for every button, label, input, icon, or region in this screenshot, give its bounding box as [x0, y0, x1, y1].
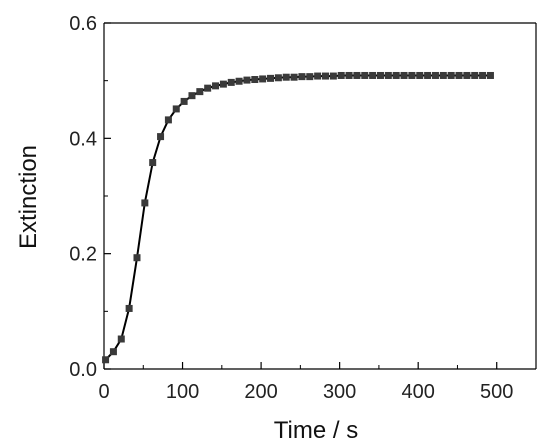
x-axis-label: Time / s: [274, 417, 358, 444]
data-point: [329, 72, 337, 80]
data-point: [125, 304, 133, 312]
data-point: [486, 71, 494, 79]
data-point: [157, 133, 165, 141]
data-point: [455, 71, 463, 79]
data-point: [298, 73, 306, 81]
x-tick-label: 0: [98, 381, 109, 403]
x-tick-label: 500: [480, 381, 513, 403]
data-point: [447, 71, 455, 79]
data-point: [424, 71, 432, 79]
data-point: [196, 88, 204, 96]
data-point: [416, 71, 424, 79]
data-point: [479, 71, 487, 79]
data-point: [392, 71, 400, 79]
data-point: [227, 78, 235, 86]
data-point: [384, 71, 392, 79]
data-point: [361, 71, 369, 79]
data-point: [306, 73, 314, 81]
data-point: [274, 74, 282, 82]
data-point: [439, 71, 447, 79]
y-axis-label: Extinction: [15, 145, 42, 249]
data-point: [408, 71, 416, 79]
data-point: [337, 71, 345, 79]
data-point: [369, 71, 377, 79]
data-point: [376, 71, 384, 79]
data-point: [117, 335, 125, 343]
data-point: [102, 356, 110, 364]
data-point: [321, 72, 329, 80]
y-tick-label: 0.4: [69, 128, 97, 150]
data-point: [109, 348, 117, 356]
data-point: [219, 80, 227, 88]
data-point: [133, 254, 141, 262]
data-point: [243, 76, 251, 84]
y-tick-label: 0.6: [69, 13, 97, 35]
x-tick-label: 100: [166, 381, 199, 403]
data-point: [345, 71, 353, 79]
data-point: [141, 199, 149, 207]
x-tick-label: 400: [401, 381, 434, 403]
data-point: [164, 116, 172, 124]
x-tick-label: 300: [323, 381, 356, 403]
data-point: [212, 82, 220, 90]
data-point: [463, 71, 471, 79]
axis-ticks: [103, 22, 498, 370]
data-point: [353, 71, 361, 79]
y-tick-label: 0.0: [69, 359, 97, 381]
data-point: [149, 159, 157, 167]
data-point: [400, 71, 408, 79]
data-point: [259, 75, 267, 83]
data-point: [188, 92, 196, 100]
y-tick-label: 0.2: [69, 244, 97, 266]
data-point: [172, 105, 180, 113]
data-markers: [102, 71, 494, 364]
fit-line: [104, 74, 491, 361]
data-point: [290, 73, 298, 81]
data-point: [314, 72, 322, 80]
data-point: [235, 77, 243, 85]
data-point: [282, 73, 290, 81]
tick-labels: 0 100 200 300 400 500 0.0 0.2 0.4 0.6: [69, 13, 513, 403]
data-point: [471, 71, 479, 79]
data-point: [431, 71, 439, 79]
data-point: [267, 74, 275, 82]
data-point: [180, 97, 188, 105]
data-point: [251, 76, 259, 84]
data-point: [204, 84, 212, 92]
x-tick-label: 200: [244, 381, 277, 403]
